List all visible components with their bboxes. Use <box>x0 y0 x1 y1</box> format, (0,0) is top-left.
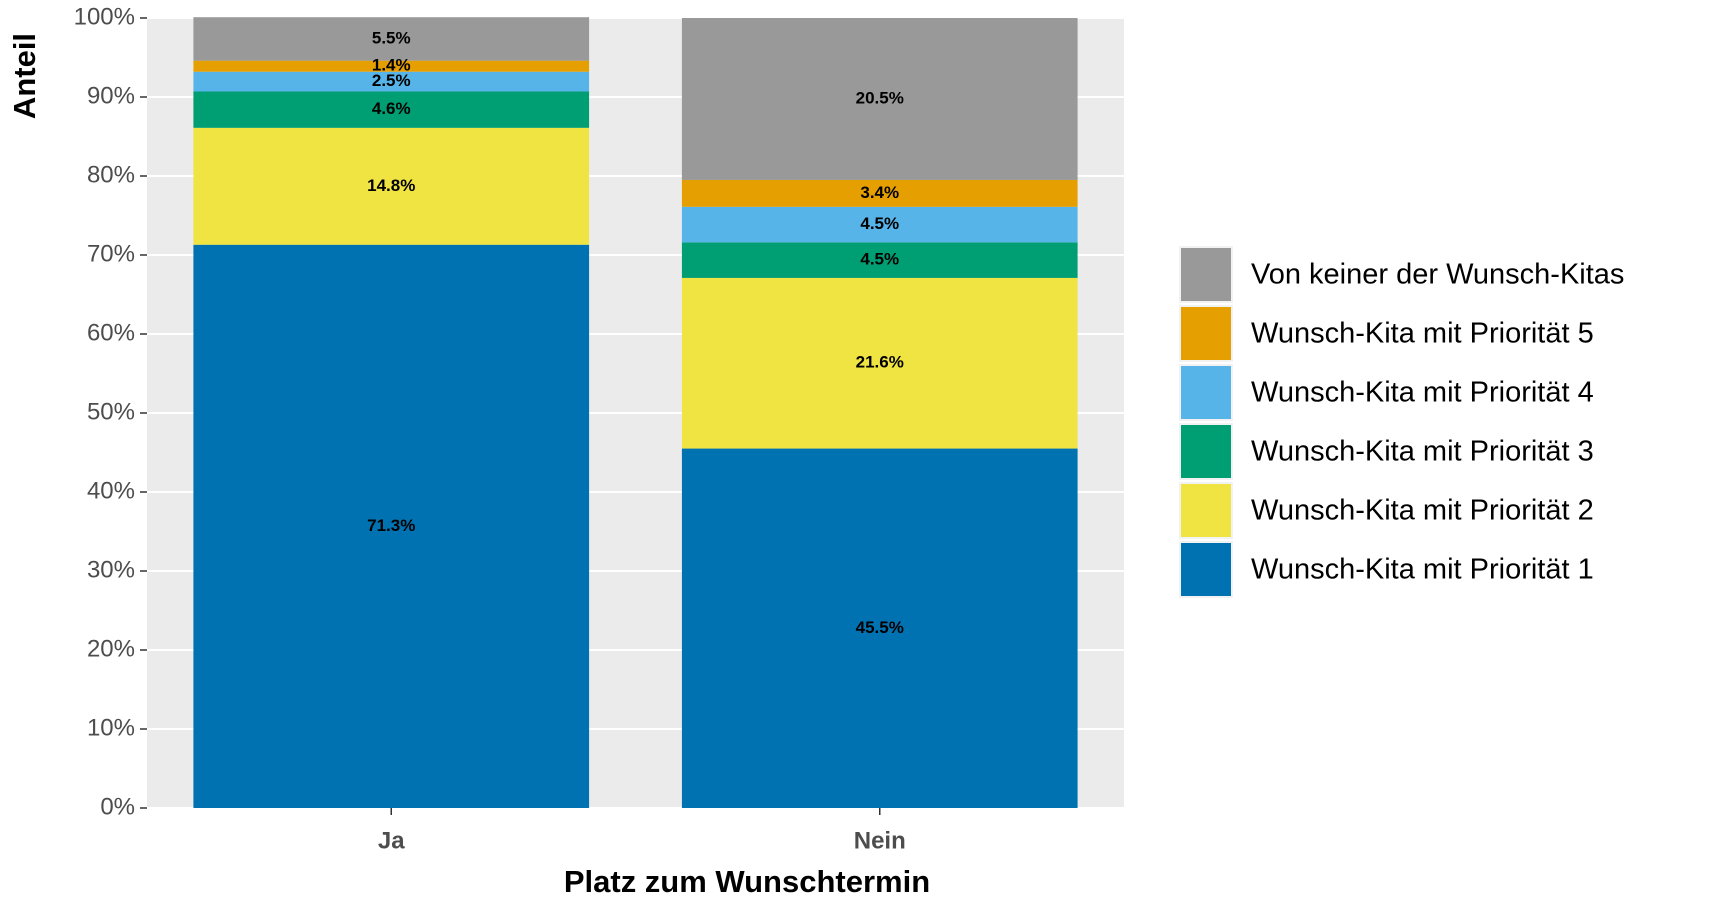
legend-label: Wunsch-Kita mit Priorität 1 <box>1251 554 1594 586</box>
bar-segment <box>681 206 1078 243</box>
bar-segment <box>681 242 1078 278</box>
bar-segment <box>681 18 1078 180</box>
x-tick-label: Ja <box>378 827 405 854</box>
bar-segment <box>193 91 590 128</box>
y-tick-label: 0% <box>100 793 135 820</box>
value-label: 5.5% <box>372 28 411 47</box>
value-label: 1.4% <box>372 56 411 75</box>
y-tick-label: 10% <box>87 714 135 741</box>
y-tick-label: 50% <box>87 398 135 425</box>
legend-label: Wunsch-Kita mit Priorität 5 <box>1251 318 1594 350</box>
legend-label: Wunsch-Kita mit Priorität 3 <box>1251 436 1594 468</box>
y-tick-label: 80% <box>87 161 135 188</box>
legend-label: Wunsch-Kita mit Priorität 4 <box>1251 377 1594 409</box>
value-label: 45.5% <box>856 618 904 637</box>
value-label: 71.3% <box>367 516 415 535</box>
legend-swatch <box>1181 248 1231 301</box>
value-label: 4.6% <box>372 99 411 118</box>
y-tick-label: 90% <box>87 82 135 109</box>
x-tick-label: Nein <box>854 827 906 854</box>
legend-swatch <box>1181 366 1231 419</box>
legend-swatch <box>1181 484 1231 537</box>
bar-segment <box>193 244 590 809</box>
bar-segment <box>681 179 1078 207</box>
legend-swatch <box>1181 425 1231 478</box>
value-label: 20.5% <box>856 88 904 107</box>
legend-label: Wunsch-Kita mit Priorität 2 <box>1251 495 1594 527</box>
bar-segment <box>193 127 590 245</box>
bar-segment <box>681 448 1078 808</box>
y-tick-label: 60% <box>87 319 135 346</box>
legend-swatch <box>1181 543 1231 596</box>
y-tick-label: 70% <box>87 240 135 267</box>
bar-segment <box>193 60 590 72</box>
value-label: 2.5% <box>372 71 411 90</box>
legend-swatch <box>1181 307 1231 360</box>
value-label: 3.4% <box>860 183 899 202</box>
y-axis-title: Anteil <box>7 33 42 119</box>
legend-label: Von keiner der Wunsch-Kitas <box>1251 259 1624 291</box>
y-tick-label: 20% <box>87 635 135 662</box>
value-label: 4.5% <box>860 214 899 233</box>
y-tick-label: 40% <box>87 477 135 504</box>
bar-segment <box>193 17 590 61</box>
bar-segment <box>193 71 590 92</box>
y-tick-label: 30% <box>87 556 135 583</box>
value-label: 4.5% <box>860 250 899 269</box>
y-tick-label: 100% <box>74 3 135 30</box>
value-label: 21.6% <box>856 353 904 372</box>
bar-segment <box>681 277 1078 449</box>
value-label: 14.8% <box>367 176 415 195</box>
x-axis-title: Platz zum Wunschtermin <box>564 864 930 899</box>
